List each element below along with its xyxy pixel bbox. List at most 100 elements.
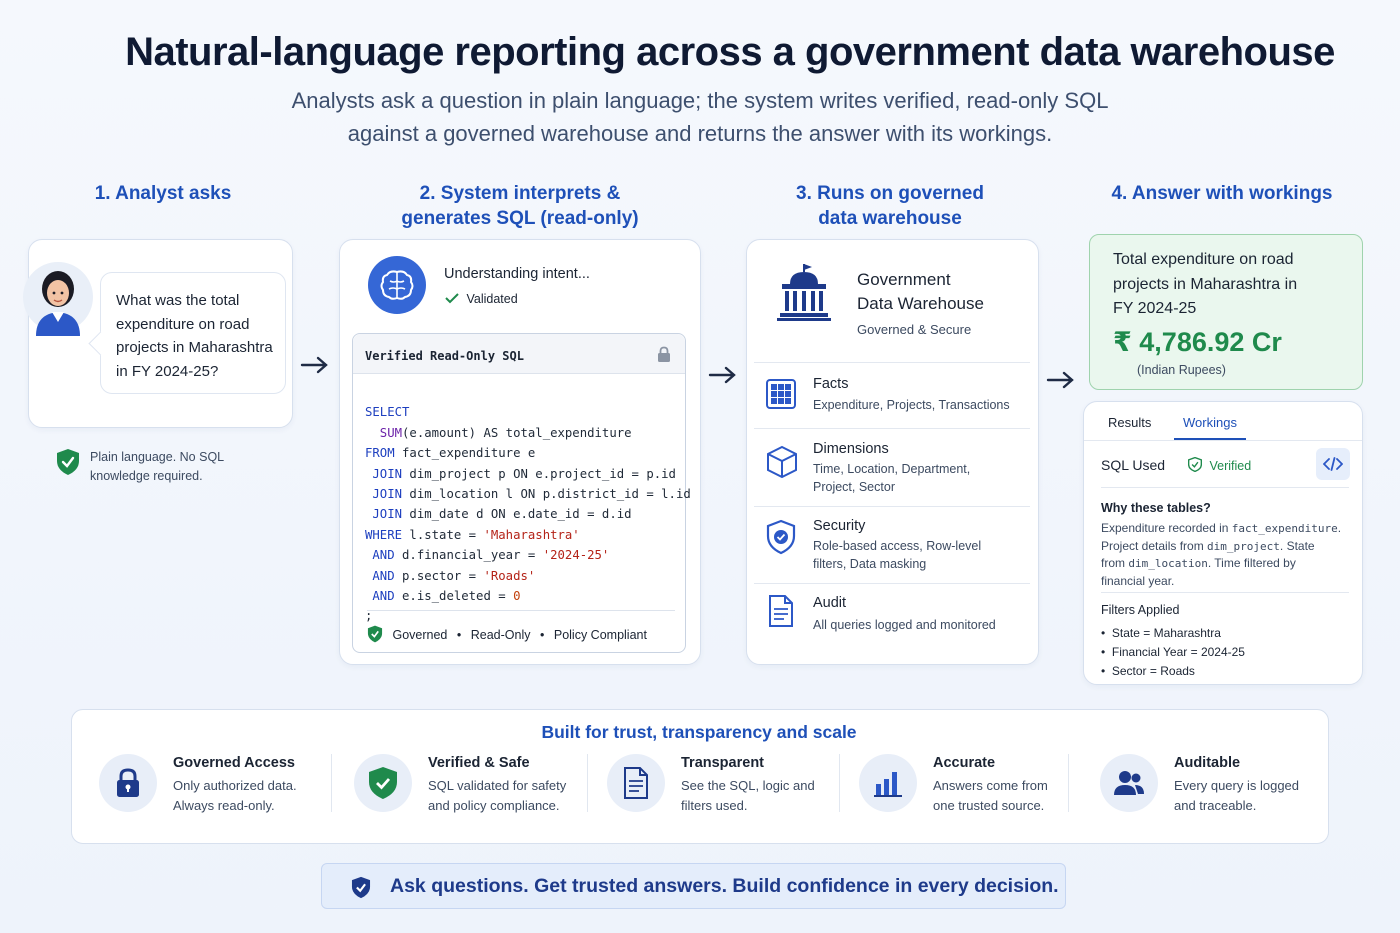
feature-desc: Only authorized data. Always read-only. xyxy=(173,778,297,813)
filters-list: • State = Maharashtra • Financial Year =… xyxy=(1101,624,1245,681)
analyst-avatar xyxy=(22,256,94,338)
footer-readonly: Read-Only xyxy=(470,628,531,642)
sql-line: FROM fact_expenditure e xyxy=(365,446,536,461)
list-item: • Financial Year = 2024-25 xyxy=(1101,645,1245,659)
page-title: Natural-language reporting across a gove… xyxy=(125,30,1335,74)
why-title: Why these tables? xyxy=(1101,501,1211,515)
sql-line: SUM(e.amount) AS total_expenditure xyxy=(365,425,632,440)
arrow-right-icon xyxy=(708,365,738,390)
sql-panel: Verified Read-Only SQL SELECT SUM(e.amou… xyxy=(352,333,691,653)
question-line-1: What was the total xyxy=(116,292,240,309)
feature-title: Accurate xyxy=(933,755,996,771)
sql-line: JOIN dim_date d ON e.date_id = d.id xyxy=(365,507,632,522)
shield-check-icon xyxy=(354,754,412,812)
feature-title: Verified & Safe xyxy=(428,755,530,771)
shield-check-icon xyxy=(57,449,79,475)
step-3-line-2: data warehouse xyxy=(818,208,962,229)
step-2-line-2: generates SQL (read-only) xyxy=(401,208,639,229)
plain-language-note: Plain language. No SQL knowledge require… xyxy=(56,448,224,483)
workings-panel: Results Workings SQL Used Verified Why t… xyxy=(1083,401,1363,685)
why-explanation: Expenditure recorded in fact_expenditure… xyxy=(1101,520,1351,589)
government-building-icon xyxy=(776,262,832,327)
closing-banner: Ask questions. Get trusted answers. Buil… xyxy=(321,863,1066,909)
sql-line: AND p.sector = 'Roads' xyxy=(365,568,536,583)
shield-check-icon xyxy=(1187,456,1203,473)
document-icon xyxy=(607,754,665,812)
validated-status: Validated xyxy=(444,292,518,306)
divider xyxy=(331,754,332,812)
subtitle-line-1: Analysts ask a question in plain languag… xyxy=(291,88,1109,113)
answer-question-line-3: FY 2024-25 xyxy=(1113,300,1197,317)
security-desc: Role-based access, Row-level filters, Da… xyxy=(813,538,1023,573)
code-icon xyxy=(1323,457,1343,471)
answer-question: Total expenditure on road projects in Ma… xyxy=(1113,248,1297,322)
document-icon xyxy=(769,595,793,627)
why-line-4: financial year. xyxy=(1101,573,1175,588)
question-line-2: expenditure on road xyxy=(116,315,250,333)
lock-icon xyxy=(99,754,157,812)
warehouse-name-line-1: Government xyxy=(857,270,951,289)
step-4-heading: 4. Answer with workings xyxy=(1111,183,1333,204)
intent-status: Understanding intent... xyxy=(444,266,590,282)
answer-value: ₹ 4,786.92 Cr xyxy=(1113,327,1282,357)
sql-line: JOIN dim_location l ON p.district_id = l… xyxy=(365,487,691,502)
facts-row: Facts Expenditure, Projects, Transaction… xyxy=(754,362,1030,428)
step-2-heading: 2. System interprets & generates SQL (re… xyxy=(360,181,680,231)
sql-used-label: SQL Used xyxy=(1101,457,1166,473)
trust-title: Built for trust, transparency and scale xyxy=(541,722,857,742)
audit-title: Audit xyxy=(813,595,847,611)
sql-panel-title: Verified Read-Only SQL xyxy=(365,349,524,363)
list-item: • Sector = Roads xyxy=(1101,664,1195,678)
why-line-3: from dim_location. Time filtered by xyxy=(1101,556,1296,570)
section-divider xyxy=(1101,592,1349,593)
lock-icon xyxy=(658,346,670,362)
bar-chart-icon xyxy=(859,754,917,812)
page-subtitle: Analysts ask a question in plain languag… xyxy=(0,84,1400,150)
question-line-3: projects in Maharashtra xyxy=(116,339,273,356)
answer-question-line-1: Total expenditure on road xyxy=(1113,251,1294,268)
tab-results[interactable]: Results xyxy=(1108,415,1152,430)
why-line-1: Expenditure recorded in fact_expenditure… xyxy=(1101,521,1342,535)
facts-title: Facts xyxy=(813,376,849,392)
sql-footer: Governed • Read-Only • Policy Compliant xyxy=(367,610,675,643)
feature-title: Auditable xyxy=(1174,755,1241,771)
warehouse-name: Government Data Warehouse xyxy=(857,268,984,316)
dimensions-desc-line-1: Time, Location, Department, xyxy=(813,462,971,476)
shield-check-icon xyxy=(351,876,371,899)
users-icon xyxy=(1100,754,1158,812)
shield-check-icon xyxy=(766,519,796,555)
dimensions-title: Dimensions xyxy=(813,441,889,457)
warehouse-tag: Governed & Secure xyxy=(857,322,972,337)
step-3-line-1: 3. Runs on governed xyxy=(796,183,984,204)
feature-desc: See the SQL, logic and filters used. xyxy=(681,778,815,813)
divider xyxy=(587,754,588,812)
footer-governed: Governed xyxy=(392,628,448,642)
divider xyxy=(839,754,840,812)
sql-line: ; xyxy=(365,609,373,624)
sql-code: SELECT SUM(e.amount) AS total_expenditur… xyxy=(365,382,691,668)
facts-desc: Expenditure, Projects, Transactions xyxy=(813,398,1010,412)
security-desc-line-2: filters, Data masking xyxy=(813,556,927,571)
grid-table-icon xyxy=(766,379,796,409)
tab-workings[interactable]: Workings xyxy=(1174,415,1246,440)
dimensions-desc-line-2: Project, Sector xyxy=(813,479,895,494)
feature-title: Governed Access xyxy=(173,755,295,771)
arrow-right-icon xyxy=(1046,370,1076,395)
note-line-1: Plain language. No SQL xyxy=(90,450,225,464)
why-line-2: Project details from dim_project. State xyxy=(1101,538,1315,553)
answer-card: Total expenditure on road projects in Ma… xyxy=(1089,234,1363,390)
section-divider xyxy=(1101,487,1349,488)
note-line-2: knowledge required. xyxy=(90,469,203,483)
security-row: Security Role-based access, Row-level fi… xyxy=(754,506,1030,583)
sql-line: WHERE l.state = 'Maharashtra' xyxy=(365,527,580,542)
audit-row: Audit All queries logged and monitored xyxy=(754,583,1030,647)
check-icon xyxy=(445,293,459,304)
trust-panel: Built for trust, transparency and scale … xyxy=(71,709,1329,844)
sql-panel-header: Verified Read-Only SQL xyxy=(353,334,685,374)
view-code-button[interactable] xyxy=(1316,448,1350,480)
subtitle-line-2: against a governed warehouse and returns… xyxy=(347,121,1053,146)
divider xyxy=(1068,754,1069,812)
step-2-line-1: 2. System interprets & xyxy=(419,183,621,204)
validated-label: Validated xyxy=(466,292,518,306)
sql-line: SELECT xyxy=(365,405,410,420)
